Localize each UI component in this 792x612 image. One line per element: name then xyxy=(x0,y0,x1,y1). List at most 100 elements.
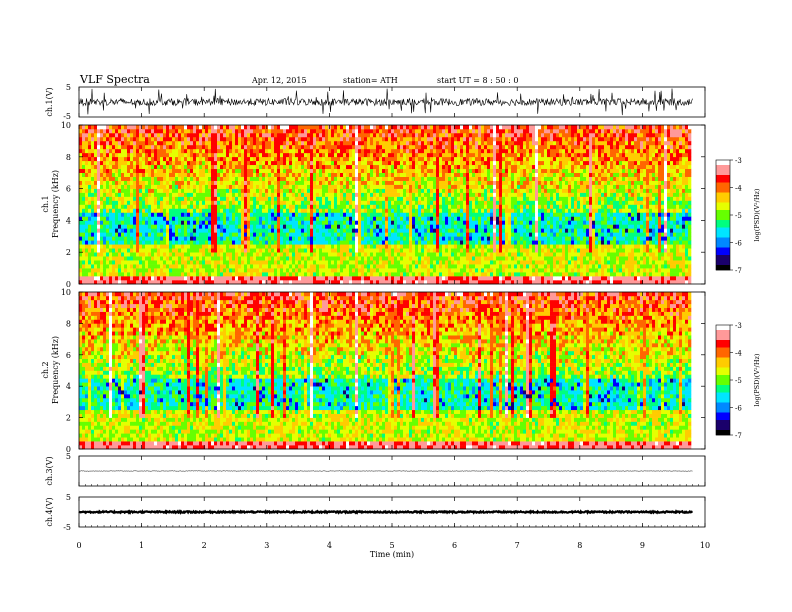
spec-cell xyxy=(334,216,338,221)
spec-cell xyxy=(169,208,173,213)
spec-cell xyxy=(301,236,305,241)
spec-cell xyxy=(346,256,350,261)
spec-cell xyxy=(235,216,239,221)
spec-cell xyxy=(523,228,527,233)
spec-cell xyxy=(670,220,674,225)
spec-cell xyxy=(601,276,605,281)
spec-cell xyxy=(157,204,161,209)
spec-cell xyxy=(565,240,569,245)
spec-cell xyxy=(391,280,395,285)
spec-cell xyxy=(85,268,89,273)
spec-cell xyxy=(292,188,296,193)
spec-cell xyxy=(175,224,179,229)
spec-cell xyxy=(472,240,476,245)
spec-cell xyxy=(229,204,233,209)
spec-cell xyxy=(625,200,629,205)
spec-cell xyxy=(184,244,188,249)
spec-cell xyxy=(469,200,473,205)
spec-cell xyxy=(160,252,164,257)
spec-cell xyxy=(244,240,248,245)
spec-cell xyxy=(292,212,296,217)
spec-cell xyxy=(265,184,269,189)
spec-cell xyxy=(199,260,203,265)
spec-cell xyxy=(187,212,191,217)
spec-cell xyxy=(79,224,83,229)
spec-cell xyxy=(133,244,137,249)
spec-cell xyxy=(262,216,266,221)
spec-cell xyxy=(433,212,437,217)
spec-cell xyxy=(682,216,686,221)
spec-cell xyxy=(193,276,197,281)
spec-cell xyxy=(610,228,614,233)
spec-cell xyxy=(631,208,635,213)
spec-cell xyxy=(484,272,488,277)
spec-cell xyxy=(199,256,203,261)
spec-cell xyxy=(109,212,113,217)
spec-cell xyxy=(316,272,320,277)
spec-cell xyxy=(682,280,686,285)
spec-cell xyxy=(412,276,416,281)
spec-cell xyxy=(85,228,89,233)
spec-cell xyxy=(448,260,452,265)
spec-cell xyxy=(166,256,170,261)
spec-cell xyxy=(397,220,401,225)
spec-cell xyxy=(196,228,200,233)
spec-cell xyxy=(586,220,590,225)
spec-cell xyxy=(676,272,680,277)
spec-cell xyxy=(142,216,146,221)
spec-cell xyxy=(172,204,176,209)
spec-cell xyxy=(481,208,485,213)
spec-cell xyxy=(649,232,653,237)
spec-cell xyxy=(682,196,686,201)
spec-cell xyxy=(313,264,317,269)
spec-cell xyxy=(502,272,506,277)
spec-cell xyxy=(451,192,455,197)
spec-cell xyxy=(106,196,110,201)
spec-cell xyxy=(475,244,479,249)
spec-cell xyxy=(196,256,200,261)
spec-cell xyxy=(361,232,365,237)
spec-cell xyxy=(565,232,569,237)
spec-cell xyxy=(370,212,374,217)
spec-cell xyxy=(442,192,446,197)
spec-cell xyxy=(487,232,491,237)
spec-cell xyxy=(124,252,128,257)
spec-cell xyxy=(337,208,341,213)
spec-cell xyxy=(106,244,110,249)
spec-cell xyxy=(85,244,89,249)
spec-cell xyxy=(130,260,134,265)
spec-cell xyxy=(457,216,461,221)
spec-cell xyxy=(682,276,686,281)
spec-cell xyxy=(295,260,299,265)
spec-cell xyxy=(367,232,371,237)
spec-cell xyxy=(130,256,134,261)
spec-cell xyxy=(667,236,671,241)
spec-cell xyxy=(196,196,200,201)
spec-cell xyxy=(139,268,143,273)
spec-cell xyxy=(628,256,632,261)
spec-cell xyxy=(256,236,260,241)
spec-cell xyxy=(583,240,587,245)
spec-cell xyxy=(544,208,548,213)
spec-cell xyxy=(481,212,485,217)
spec-cell xyxy=(211,248,215,253)
spec-cell xyxy=(304,252,308,257)
spec-cell xyxy=(334,264,338,269)
spec-cell xyxy=(262,236,266,241)
spec-cell xyxy=(643,192,647,197)
spec-cell xyxy=(331,228,335,233)
spec-cell xyxy=(670,192,674,197)
spec-cell xyxy=(289,264,293,269)
spec-cell xyxy=(454,216,458,221)
spec-cell xyxy=(613,204,617,209)
spec-cell xyxy=(496,224,500,229)
spec-cell xyxy=(418,196,422,201)
spec-cell xyxy=(193,192,197,197)
spec-cell xyxy=(211,276,215,281)
spec-cell xyxy=(82,280,86,285)
spec-cell xyxy=(448,212,452,217)
spec-cell xyxy=(415,280,419,285)
spec-cell xyxy=(325,232,329,237)
spec-cell xyxy=(118,212,122,217)
spec-cell xyxy=(391,196,395,201)
